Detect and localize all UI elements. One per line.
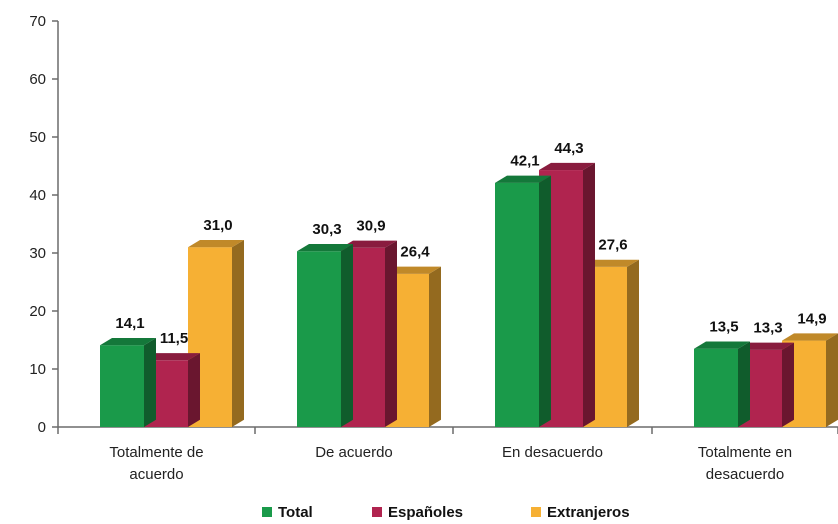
- data-label: 42,1: [510, 153, 539, 170]
- data-label: 14,1: [115, 315, 144, 332]
- data-labels: 14,1 11,5 31,0 30,3 30,9 26,4 42,1 44,3 27,6 13,5…: [115, 140, 826, 347]
- data-label: 30,3: [312, 221, 341, 238]
- data-label: 11,5: [160, 330, 188, 347]
- chart-bars: [100, 162, 838, 428]
- y-tick-label: 40: [29, 187, 46, 204]
- legend-label: Total: [278, 504, 313, 521]
- data-label: 13,3: [753, 320, 782, 337]
- bar-total-1: [100, 338, 156, 427]
- x-category-label: De acuerdo: [315, 444, 393, 461]
- data-label: 31,0: [203, 217, 232, 234]
- legend-swatch: [262, 507, 272, 517]
- legend-swatch: [531, 507, 541, 517]
- bar-total-4: [694, 341, 750, 427]
- data-label: 30,9: [356, 218, 385, 235]
- data-label: 44,3: [554, 140, 583, 157]
- chart-legend: Total Españoles Extranjeros: [262, 504, 630, 521]
- y-tick-label: 60: [29, 71, 46, 88]
- data-label: 13,5: [709, 319, 738, 336]
- bar-total-2: [297, 244, 353, 427]
- data-label: 27,6: [598, 237, 627, 254]
- category-labels: Totalmente de acuerdo De acuerdo En desacue…: [109, 444, 792, 483]
- data-label: 14,9: [797, 310, 826, 327]
- y-tick-label: 50: [29, 129, 46, 146]
- bar-total-3: [495, 175, 551, 427]
- legend-label: Extranjeros: [547, 504, 630, 521]
- legend-swatch: [372, 507, 382, 517]
- y-tick-label: 20: [29, 303, 46, 320]
- y-tick-label: 30: [29, 245, 46, 262]
- x-category-label: Totalmente en desacuerdo: [698, 444, 792, 483]
- y-tick-label: 10: [29, 361, 46, 378]
- y-tick-label: 70: [29, 13, 46, 30]
- data-label: 26,4: [400, 244, 430, 261]
- x-category-label: En desacuerdo: [502, 444, 603, 461]
- legend-label: Españoles: [388, 504, 463, 521]
- y-tick-label: 0: [38, 419, 46, 436]
- x-category-label: Totalmente de acuerdo: [109, 444, 203, 483]
